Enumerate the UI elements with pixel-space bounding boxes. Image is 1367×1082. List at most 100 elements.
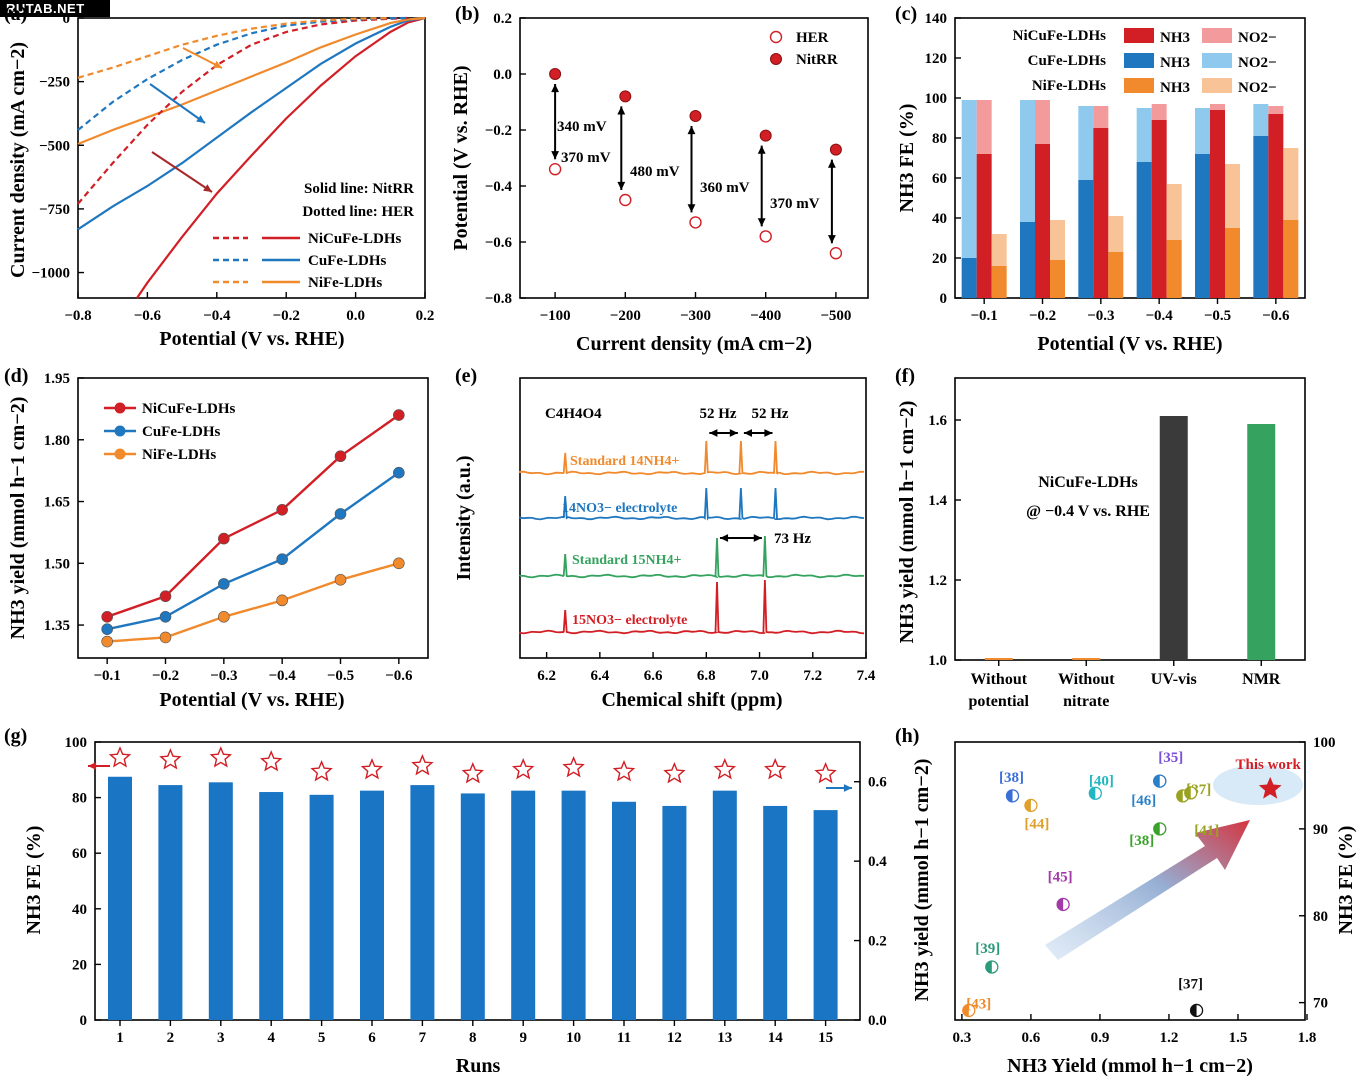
y-tick-label: −750: [39, 202, 70, 218]
data-point: [276, 594, 288, 607]
category-label: UV-vis: [1151, 671, 1197, 688]
x-axis-label: Potential (V vs. RHE): [1037, 333, 1222, 355]
x-tick-label: −0.2: [273, 308, 300, 324]
series-line-NiCuFe-LDHs: [106, 414, 400, 618]
arrow-head: [757, 145, 766, 154]
star-yield: [663, 761, 686, 784]
bar-1: [1072, 658, 1101, 660]
bar-0: [984, 658, 1013, 660]
legend-swatch: [1202, 53, 1232, 68]
bar-2: [1159, 416, 1188, 660]
note: Dotted line: HER: [302, 204, 414, 220]
arrow-head: [551, 84, 560, 93]
legend-item-label: NO2−: [1238, 30, 1277, 46]
data-point: [159, 590, 172, 603]
x-tick-label: 6.4: [590, 668, 609, 684]
point-label: [45]: [1048, 869, 1073, 885]
bar-no2-NiCuFe-LDHs: [1093, 106, 1109, 128]
point-label: [37]: [1178, 976, 1203, 992]
arrow-head: [196, 115, 205, 123]
x-tick-label: 4: [267, 1030, 275, 1046]
y-tick-label: 1.95: [44, 371, 70, 387]
arrow-head: [843, 784, 852, 792]
y-axis-label: Potential (V vs. RHE): [450, 65, 472, 250]
y-axis-label: Intensity (a.u.): [453, 455, 475, 580]
x-tick-label: 7.2: [803, 668, 822, 684]
y-tick-label: 100: [925, 91, 948, 107]
arrow-head: [764, 429, 773, 437]
x-tick-label: 13: [717, 1030, 732, 1046]
data-point: [101, 611, 113, 623]
marker-ref-half: [1024, 799, 1031, 812]
arrow-head: [757, 218, 766, 227]
panel-h-frame: [954, 741, 1306, 1021]
bar-fe: [763, 805, 788, 1020]
x-tick-label: 1.2: [1160, 1030, 1179, 1046]
legend-swatch: [1202, 78, 1232, 93]
x-tick-label: −500: [820, 308, 851, 324]
marker-ref-half: [1153, 775, 1160, 788]
y-tick-label: 100: [1313, 735, 1336, 751]
x-tick-label: −200: [610, 308, 641, 324]
bar-fe: [410, 785, 435, 1020]
data-point: [276, 553, 288, 565]
y-tick-label: 140: [925, 11, 948, 27]
bar-nh3-NiFe-LDHs: [1108, 252, 1124, 298]
annotation: 360 mV: [700, 180, 750, 196]
annotation: 480 mV: [630, 164, 680, 180]
point-label: This work: [1235, 757, 1301, 773]
x-tick-label: −0.5: [1204, 308, 1231, 324]
y-tick-label: 1.4: [928, 493, 947, 509]
star-yield: [713, 757, 737, 780]
legend-item-label: NH3: [1160, 30, 1190, 46]
y-axis-label: NH3 yield (mmol h−1 cm−2): [896, 401, 918, 644]
x-tick-label: 6.6: [644, 668, 663, 684]
marker-ref-half: [1190, 1004, 1197, 1017]
legend-label: NiCuFe-LDHs: [142, 401, 235, 417]
data-point: [334, 573, 347, 586]
data-point: [101, 635, 113, 648]
panel-label: (a): [4, 3, 27, 25]
bar-no2-CuFe-LDHs: [1020, 100, 1035, 222]
x-tick-label: 2: [167, 1030, 175, 1046]
panel-a-frame: [77, 17, 426, 299]
y-tick-label: −500: [39, 138, 70, 154]
x-tick-label: 3: [217, 1030, 225, 1046]
y-tick-label: −0.6: [485, 235, 513, 251]
x-tick-label: −0.2: [1029, 308, 1056, 324]
arrow-head: [551, 151, 560, 160]
point-label: [40]: [1089, 773, 1114, 789]
bar-nh3-NiCuFe-LDHs: [1210, 110, 1225, 298]
arrow-red: [151, 151, 213, 193]
data-point: [393, 466, 405, 479]
spectrum-14NO3− electrolyte: [519, 487, 865, 521]
x-tick-label: 0.0: [346, 308, 365, 324]
star-yield: [159, 748, 182, 770]
y-tick-label: 90: [1313, 822, 1328, 838]
marker-nitrr: [759, 129, 772, 142]
marker-ref-half: [962, 1004, 969, 1017]
legend-swatch: [1202, 28, 1232, 43]
legend-row-label: CuFe-LDHs: [1028, 53, 1106, 69]
legend-label: NiCuFe-LDHs: [308, 231, 401, 247]
y-tick-label: 1.35: [44, 618, 70, 634]
y-tick-label: 0.0: [493, 67, 512, 83]
watermark: RUTAB.NET: [0, 0, 110, 17]
y2-tick-label: 0.2: [868, 934, 887, 950]
bar-no2-NiCuFe-LDHs: [976, 100, 992, 154]
spectrum-Standard 14NH4+: [519, 440, 864, 476]
annotation: 340 mV: [557, 119, 607, 135]
bar-fe: [208, 782, 233, 1020]
x-axis-label: Runs: [456, 1055, 501, 1077]
bar-no2-CuFe-LDHs: [1253, 104, 1269, 136]
series-line-NiFe-LDHs: [77, 16, 426, 146]
x-tick-label: 0.6: [1022, 1030, 1041, 1046]
series-line-CuFe-LDHs: [77, 16, 408, 131]
panel-b-frame: [519, 17, 869, 299]
data-point: [218, 532, 230, 545]
bar-no2-CuFe-LDHs: [1078, 106, 1094, 180]
bar-no2-NiCuFe-LDHs: [1210, 104, 1225, 110]
x-tick-label: 6: [368, 1030, 376, 1046]
bar-nh3-NiFe-LDHs: [991, 266, 1007, 298]
bar-nh3-NiCuFe-LDHs: [976, 154, 992, 298]
